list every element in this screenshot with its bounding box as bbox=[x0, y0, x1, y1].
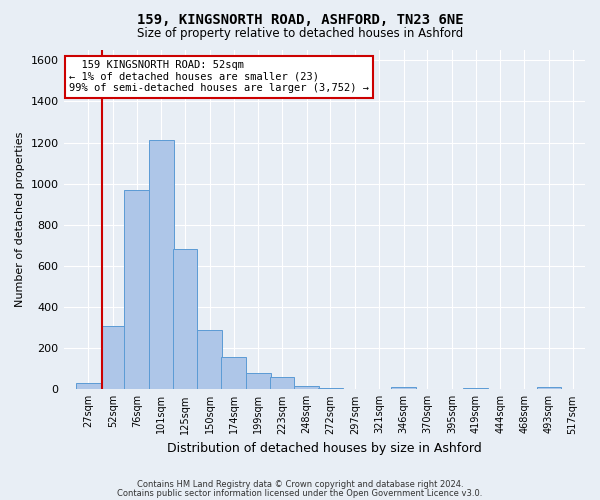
Bar bbox=[101, 326, 125, 390]
Bar bbox=[463, 388, 488, 390]
Bar bbox=[173, 250, 197, 390]
Bar bbox=[221, 358, 246, 390]
Bar bbox=[197, 330, 222, 390]
Bar bbox=[124, 190, 149, 390]
Bar bbox=[246, 373, 271, 390]
Text: Contains public sector information licensed under the Open Government Licence v3: Contains public sector information licen… bbox=[118, 489, 482, 498]
Bar bbox=[76, 383, 101, 390]
Text: Contains HM Land Registry data © Crown copyright and database right 2024.: Contains HM Land Registry data © Crown c… bbox=[137, 480, 463, 489]
Text: 159, KINGSNORTH ROAD, ASHFORD, TN23 6NE: 159, KINGSNORTH ROAD, ASHFORD, TN23 6NE bbox=[137, 12, 463, 26]
Bar bbox=[269, 377, 295, 390]
Bar bbox=[295, 386, 319, 390]
Bar bbox=[536, 387, 561, 390]
Bar bbox=[149, 140, 174, 390]
Bar bbox=[391, 387, 416, 390]
Text: 159 KINGSNORTH ROAD: 52sqm
← 1% of detached houses are smaller (23)
99% of semi-: 159 KINGSNORTH ROAD: 52sqm ← 1% of detac… bbox=[69, 60, 369, 94]
Text: Size of property relative to detached houses in Ashford: Size of property relative to detached ho… bbox=[137, 28, 463, 40]
X-axis label: Distribution of detached houses by size in Ashford: Distribution of detached houses by size … bbox=[167, 442, 482, 455]
Bar bbox=[318, 388, 343, 390]
Y-axis label: Number of detached properties: Number of detached properties bbox=[15, 132, 25, 308]
